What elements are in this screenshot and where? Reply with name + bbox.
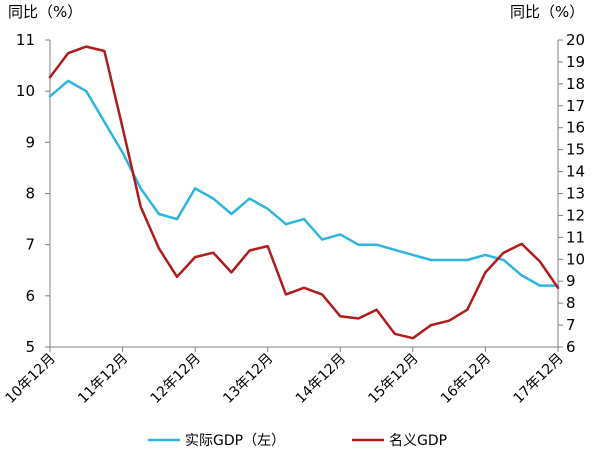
legend-label-nominal-gdp: 名义GDP: [389, 433, 447, 449]
x-tick-label: 16年12月: [438, 351, 494, 407]
right-tick-label: 8: [566, 294, 576, 312]
x-tick-label: 12年12月: [148, 351, 204, 407]
left-y-axis-ticks: 5 6 7 8 9 10 11: [16, 31, 50, 356]
right-tick-label: 7: [566, 316, 576, 334]
legend-label-real-gdp: 实际GDP（左）: [185, 433, 285, 449]
x-axis-ticks: 10年12月 11年12月 12年12月 13年12月 14年12月 15年12月 16年1…: [3, 347, 567, 407]
left-tick-label: 9: [25, 133, 35, 151]
right-tick-label: 16: [566, 119, 585, 137]
right-tick-label: 9: [566, 272, 576, 290]
series-lines: [48, 45, 560, 340]
right-tick-label: 17: [566, 97, 585, 115]
left-axis-unit-label: 同比（%）: [8, 3, 82, 21]
left-tick-label: 7: [25, 236, 35, 254]
x-tick-label: 11年12月: [75, 351, 131, 407]
right-tick-label: 12: [566, 206, 585, 224]
x-tick-label: 10年12月: [3, 351, 59, 407]
left-tick-label: 10: [16, 82, 35, 100]
right-tick-label: 6: [566, 338, 576, 356]
right-tick-label: 14: [566, 163, 585, 181]
right-tick-label: 10: [566, 250, 585, 268]
right-tick-label: 15: [566, 141, 585, 159]
right-tick-label: 11: [566, 228, 585, 246]
x-tick-label: 15年12月: [365, 351, 421, 407]
right-tick-label: 20: [566, 31, 585, 49]
right-y-axis-ticks: 6 7 8 9 10 11 12 13 14 15 16 17 18 19 20: [558, 31, 585, 356]
right-axis-unit-label: 同比（%）: [510, 3, 584, 21]
right-tick-label: 18: [566, 75, 585, 93]
x-tick-label: 14年12月: [293, 351, 349, 407]
left-tick-label: 8: [25, 185, 35, 203]
right-tick-label: 19: [566, 53, 585, 71]
series-line-nominal-gdp: [48, 45, 560, 340]
x-tick-label: 13年12月: [220, 351, 276, 407]
legend: 实际GDP（左） 名义GDP: [148, 433, 447, 449]
x-tick-label: 17年12月: [511, 351, 567, 407]
left-tick-label: 11: [16, 31, 35, 49]
right-tick-label: 13: [566, 185, 585, 203]
series-line-real-gdp: [48, 79, 560, 287]
left-tick-label: 5: [25, 338, 35, 356]
left-tick-label: 6: [25, 287, 35, 305]
